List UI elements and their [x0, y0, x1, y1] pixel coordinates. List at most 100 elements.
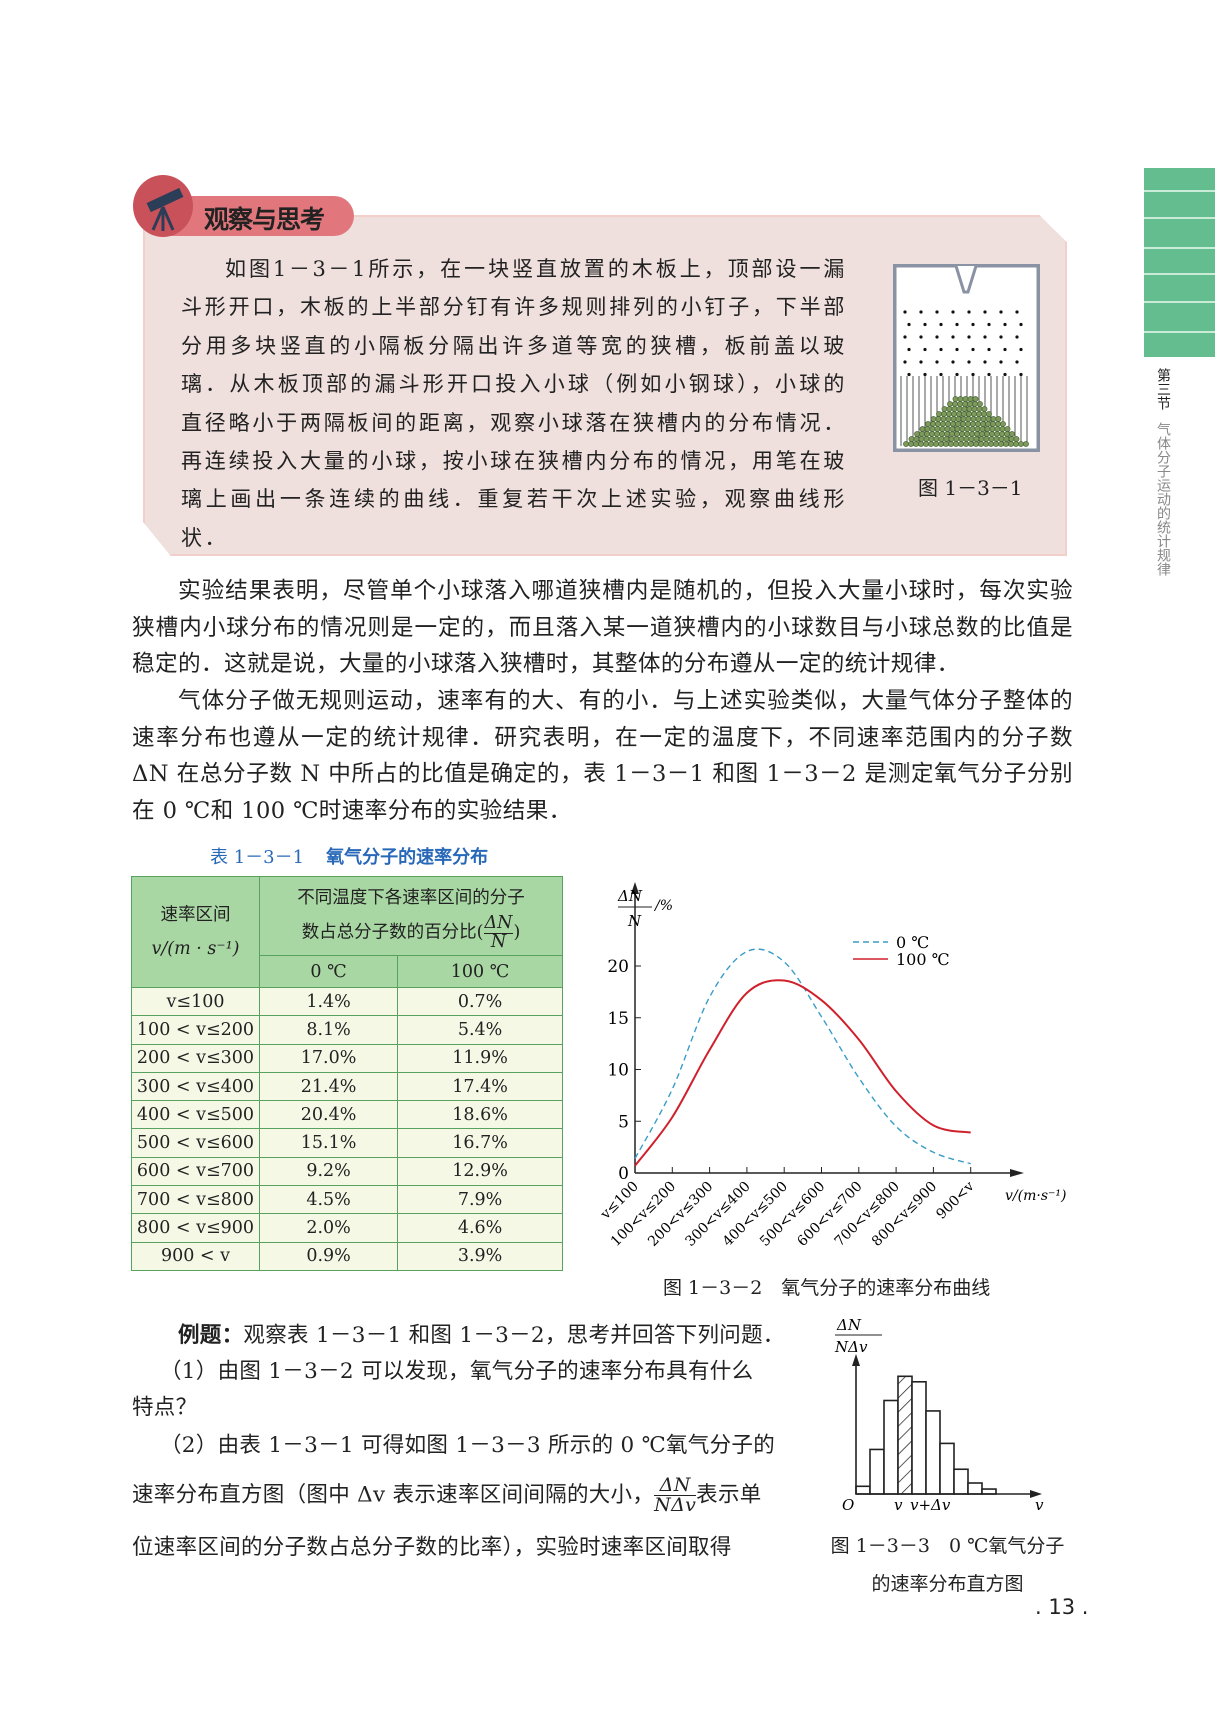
ball [981, 406, 988, 412]
nail [999, 360, 1003, 364]
ball [974, 426, 981, 432]
ball [908, 441, 914, 447]
ball [935, 416, 942, 422]
nail [919, 335, 923, 339]
ball [968, 436, 975, 442]
ball [957, 401, 963, 407]
series-line [634, 979, 971, 1167]
ball [925, 421, 931, 427]
nail [987, 322, 991, 327]
nail [987, 372, 991, 377]
ball [961, 411, 967, 417]
funnel [954, 265, 978, 294]
ball [933, 436, 940, 442]
nail [1003, 347, 1007, 352]
example-line: 例题：观察表 1－3－1 和图 1－3－2，思考并回答下列问题． [178, 1323, 785, 1348]
table-row: 400 < v≤500 20.4% 18.6% [131, 1100, 563, 1130]
table-cell: 800 < v≤900 [131, 1213, 260, 1243]
ball [941, 411, 947, 417]
figure-caption: 图 1－3－1 [918, 476, 1023, 500]
nail [939, 347, 943, 352]
ball [934, 426, 941, 432]
ball [936, 411, 942, 417]
table-row: 700 < v≤800 4.5% 7.9% [131, 1185, 563, 1215]
ball [978, 436, 985, 442]
nail [951, 335, 955, 339]
chart-caption: 图 1－3－2 氧气分子的速率分布曲线 [663, 1277, 991, 1299]
ball [944, 426, 951, 432]
nail [939, 372, 943, 377]
ball [949, 426, 956, 432]
ball [945, 421, 951, 427]
ball [1009, 431, 1015, 437]
nail [1019, 322, 1023, 327]
nail [967, 360, 971, 364]
ball [1003, 441, 1009, 447]
histogram-bar [953, 1468, 969, 1495]
ball [966, 411, 972, 417]
legend-label: 100 ℃ [896, 950, 950, 969]
ball [976, 406, 983, 412]
ball [975, 416, 982, 422]
x-axis-label: v/(m·s⁻¹) [1005, 1188, 1066, 1204]
table-cell: 9.2% [258, 1156, 399, 1187]
ball [976, 411, 982, 417]
table-cell: 2.0% [258, 1213, 399, 1243]
y-tick-label: 20 [607, 957, 629, 977]
ball [985, 416, 992, 422]
ball [962, 401, 968, 407]
y-label-num: ΔN [836, 1316, 862, 1334]
ball [939, 431, 945, 437]
ball [1008, 441, 1014, 447]
section-number: 第三节 [1155, 368, 1171, 410]
ball [939, 426, 946, 432]
nail [983, 310, 987, 314]
ball [986, 411, 992, 417]
ball [945, 416, 952, 422]
nail [919, 360, 923, 364]
histogram-bar [939, 1442, 955, 1495]
nail [907, 322, 911, 327]
ball [954, 431, 960, 437]
y-tick-label: 15 [607, 1009, 629, 1029]
ball [941, 406, 948, 412]
ball [967, 401, 973, 407]
y-tick-label: 10 [607, 1061, 629, 1081]
ball [979, 426, 986, 432]
ball [923, 441, 929, 447]
section-tab [1144, 168, 1215, 357]
table-row: 300 < v≤400 21.4% 17.4% [131, 1071, 563, 1102]
histogram-bar [883, 1399, 899, 1495]
nail [955, 322, 959, 327]
x-axis-arrow [1010, 1169, 1024, 1177]
table-cell: 200 < v≤300 [131, 1043, 260, 1073]
galton-board-figure [893, 264, 1040, 452]
nail [1003, 372, 1007, 377]
ball [940, 421, 946, 427]
table-caption: 表 1－3－1 氧气分子的速率分布 [210, 847, 489, 868]
histogram-bar [925, 1410, 941, 1495]
ball [989, 431, 995, 437]
ball [1004, 426, 1011, 432]
ball [918, 441, 924, 447]
ball [980, 421, 986, 427]
ball [980, 416, 987, 422]
ball [995, 416, 1002, 422]
ball [934, 431, 940, 437]
ball [969, 431, 975, 437]
ball [943, 436, 950, 442]
ball [953, 436, 960, 442]
table-cell: 8.1% [258, 1015, 399, 1045]
table-cell: 900 < v [131, 1241, 260, 1271]
ball [938, 436, 945, 442]
nail [1015, 360, 1019, 364]
ball [979, 431, 985, 437]
nail [935, 310, 939, 314]
nail [923, 372, 927, 377]
legend-label: 0 ℃ [896, 933, 929, 952]
ball [1023, 441, 1029, 447]
nail [903, 335, 907, 339]
ball [1003, 436, 1010, 442]
body-paragraph: 实验结果表明，尽管单个小球落入哪道狭槽内是随机的，但投入大量小球时，每次实验狭槽… [132, 578, 1073, 678]
table-cell: 7.9% [397, 1185, 563, 1215]
